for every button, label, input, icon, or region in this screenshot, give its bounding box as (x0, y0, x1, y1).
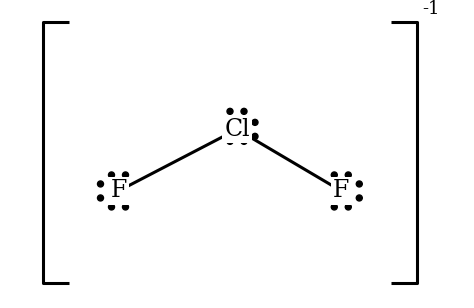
Text: F: F (333, 180, 349, 202)
Text: Cl: Cl (224, 118, 250, 141)
Circle shape (109, 172, 115, 178)
Text: -1: -1 (422, 0, 439, 18)
Circle shape (331, 172, 337, 178)
Circle shape (122, 172, 128, 178)
Circle shape (98, 195, 103, 201)
Circle shape (252, 120, 258, 125)
Circle shape (356, 181, 362, 187)
Circle shape (345, 172, 351, 178)
Circle shape (227, 138, 233, 144)
Circle shape (252, 133, 258, 139)
Circle shape (241, 138, 247, 144)
Circle shape (98, 181, 103, 187)
Circle shape (227, 108, 233, 114)
Circle shape (345, 204, 351, 210)
Text: F: F (110, 180, 127, 202)
Circle shape (109, 204, 115, 210)
Circle shape (331, 204, 337, 210)
Circle shape (356, 195, 362, 201)
Circle shape (241, 108, 247, 114)
Circle shape (122, 204, 128, 210)
